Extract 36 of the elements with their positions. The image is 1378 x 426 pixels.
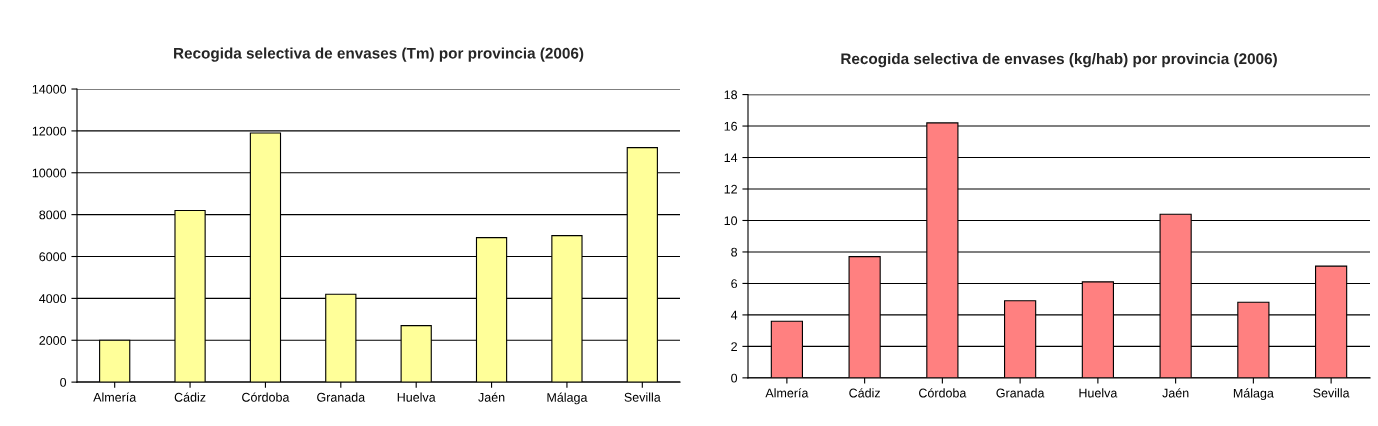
x-tick-label: Granada <box>317 392 366 402</box>
x-tick-label: Huelva <box>1079 388 1118 398</box>
y-tick-label: 8 <box>731 247 738 257</box>
y-tick-label: 18 <box>724 90 738 100</box>
y-tick-label: 2000 <box>39 336 67 345</box>
x-tick-label: Córdoba <box>242 392 290 402</box>
x-tick-label: Sevilla <box>624 392 661 402</box>
y-tick-label: 4000 <box>39 294 67 304</box>
chart-title: Recogida selectiva de envases (Tm) por provincia (2006) <box>174 47 584 62</box>
x-tick-label: Almería <box>93 392 137 402</box>
y-tick-label: 4 <box>730 310 738 320</box>
x-tick-label: Málaga <box>1233 388 1274 401</box>
x-tick-label: Cádiz <box>849 388 880 398</box>
y-tick-label: 0 <box>60 377 67 387</box>
chart-title: Recogida selectiva de envases (kg/hab) por provincia (2006) <box>841 52 1277 68</box>
x-tick-label: Jaén <box>1162 388 1189 398</box>
x-tick-label: Málaga <box>547 392 588 405</box>
y-tick-label: 0 <box>731 373 738 383</box>
x-tick-label: Almería <box>765 388 809 398</box>
x-tick-label: Granada <box>996 388 1045 398</box>
x-tick-label: Córdoba <box>919 388 967 398</box>
y-tick-label: 14000 <box>32 84 67 94</box>
y-tick-label: 14 <box>724 153 738 163</box>
y-tick-label: 10000 <box>32 168 67 178</box>
y-tick-label: 12000 <box>32 126 67 136</box>
y-tick-label: 10 <box>724 216 738 226</box>
x-tick-label: Jaén <box>478 392 505 402</box>
y-tick-label: 2 <box>731 342 737 351</box>
x-tick-label: Cádiz <box>174 392 206 402</box>
y-tick-label: 12 <box>724 184 737 194</box>
x-tick-label: Sevilla <box>1313 388 1350 398</box>
y-tick-label: 6 <box>731 279 738 289</box>
y-tick-label: 6000 <box>39 252 67 262</box>
y-tick-label: 16 <box>724 121 738 131</box>
x-tick-label: Huelva <box>397 392 436 402</box>
y-tick-label: 8000 <box>39 210 67 220</box>
